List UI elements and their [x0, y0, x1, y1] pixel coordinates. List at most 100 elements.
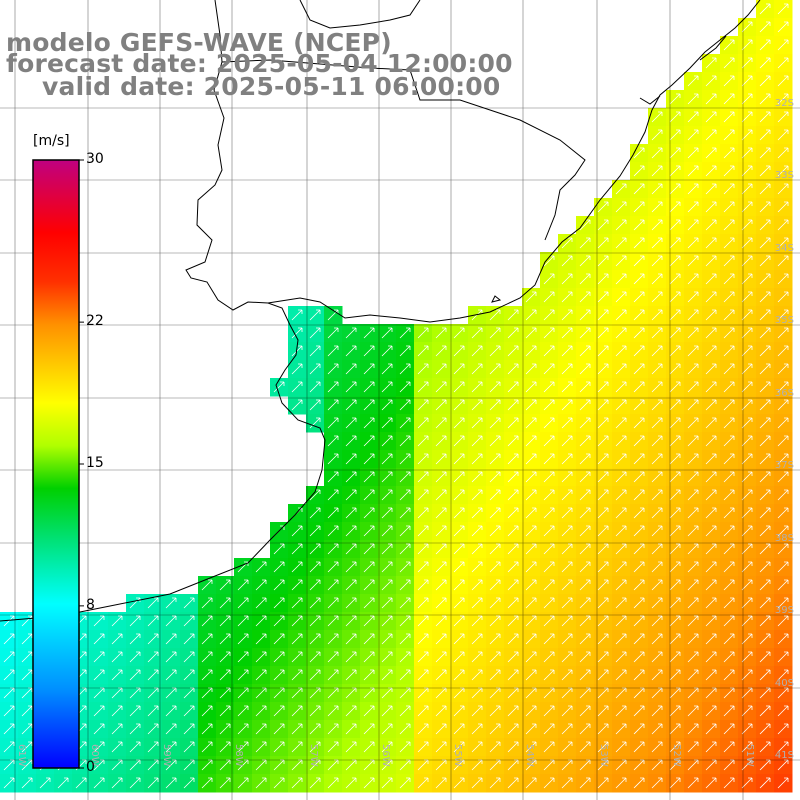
- wind-arrow: [723, 417, 735, 429]
- wind-arrow: [507, 363, 519, 375]
- wind-arrow: [507, 651, 519, 663]
- wind-arrow: [705, 579, 717, 591]
- wind-arrow: [687, 471, 699, 483]
- wind-arrow: [525, 435, 537, 447]
- wind-arrow: [93, 741, 105, 753]
- wind-arrow: [597, 489, 609, 501]
- wind-arrow: [597, 615, 609, 627]
- wind-arrow: [651, 507, 663, 519]
- wind-arrow: [687, 129, 699, 141]
- wind-arrow: [435, 399, 447, 411]
- wind-arrow: [165, 777, 177, 789]
- wind-arrow: [741, 489, 753, 501]
- wind-arrow: [453, 561, 465, 573]
- wind-arrow: [723, 651, 735, 663]
- wind-arrow: [489, 705, 501, 717]
- wind-arrow: [651, 651, 663, 663]
- wind-arrow: [579, 507, 591, 519]
- wind-arrow: [741, 453, 753, 465]
- wind-arrow: [741, 543, 753, 555]
- wind-arrow: [777, 741, 789, 753]
- wind-arrow: [219, 705, 231, 717]
- wind-arrow: [543, 705, 555, 717]
- wind-arrow: [705, 183, 717, 195]
- wind-arrow: [597, 525, 609, 537]
- wind-arrow: [327, 525, 339, 537]
- wind-arrow: [705, 363, 717, 375]
- wind-arrow: [669, 327, 681, 339]
- wind-arrow: [525, 453, 537, 465]
- wind-arrow: [147, 597, 159, 609]
- longitude-label: 59W: [161, 744, 172, 767]
- wind-arrow: [237, 777, 249, 789]
- wind-arrow: [399, 579, 411, 591]
- wind-arrow: [543, 345, 555, 357]
- wind-arrow: [687, 183, 699, 195]
- wind-arrow: [363, 489, 375, 501]
- wind-arrow: [687, 669, 699, 681]
- wind-arrow: [453, 399, 465, 411]
- wind-arrow: [669, 219, 681, 231]
- wind-arrow: [597, 543, 609, 555]
- wind-arrow: [597, 651, 609, 663]
- wind-arrow: [219, 651, 231, 663]
- wind-arrow: [759, 381, 771, 393]
- wind-arrow: [507, 705, 519, 717]
- wind-arrow: [705, 777, 717, 789]
- wind-arrow: [165, 705, 177, 717]
- wind-arrow: [597, 219, 609, 231]
- wind-arrow: [435, 327, 447, 339]
- wind-arrow: [345, 507, 357, 519]
- wind-arrow: [777, 525, 789, 537]
- wind-arrow: [489, 309, 501, 321]
- wind-arrow: [363, 345, 375, 357]
- wind-arrow: [309, 417, 321, 429]
- wind-arrow: [345, 345, 357, 357]
- wind-arrow: [705, 525, 717, 537]
- wind-arrow: [651, 471, 663, 483]
- wind-arrow: [759, 327, 771, 339]
- wind-arrow: [345, 579, 357, 591]
- wind-arrow: [507, 309, 519, 321]
- wind-arrow: [687, 579, 699, 591]
- wind-arrow: [327, 435, 339, 447]
- wind-arrow: [291, 633, 303, 645]
- wind-arrow: [453, 435, 465, 447]
- wind-arrow: [291, 579, 303, 591]
- wind-arrow: [579, 543, 591, 555]
- wind-arrow: [255, 579, 267, 591]
- wind-arrow: [111, 741, 123, 753]
- wind-arrow: [507, 633, 519, 645]
- wind-arrow: [633, 237, 645, 249]
- wind-arrow: [543, 489, 555, 501]
- wind-arrow: [759, 93, 771, 105]
- wind-arrow: [489, 777, 501, 789]
- wind-arrow: [363, 435, 375, 447]
- wind-arrow: [165, 615, 177, 627]
- wind-arrow: [615, 435, 627, 447]
- longitude-label: 57W: [308, 744, 319, 767]
- wind-arrow: [597, 723, 609, 735]
- wind-arrow: [669, 489, 681, 501]
- wind-arrow: [561, 435, 573, 447]
- wind-arrow: [309, 705, 321, 717]
- wind-arrow: [669, 633, 681, 645]
- wind-arrow: [309, 777, 321, 789]
- wind-arrow: [597, 291, 609, 303]
- wind-arrow: [741, 561, 753, 573]
- wind-arrow: [705, 723, 717, 735]
- wind-arrow: [633, 435, 645, 447]
- wind-arrow: [633, 399, 645, 411]
- wind-arrow: [435, 705, 447, 717]
- wind-arrow: [543, 363, 555, 375]
- wind-arrow: [471, 345, 483, 357]
- wind-arrow: [93, 669, 105, 681]
- wind-arrow: [471, 633, 483, 645]
- wind-arrow: [579, 273, 591, 285]
- wind-arrow: [615, 255, 627, 267]
- wind-arrow: [471, 525, 483, 537]
- wind-arrow: [417, 471, 429, 483]
- wind-arrow: [435, 579, 447, 591]
- wind-arrow: [309, 579, 321, 591]
- wind-arrow: [507, 777, 519, 789]
